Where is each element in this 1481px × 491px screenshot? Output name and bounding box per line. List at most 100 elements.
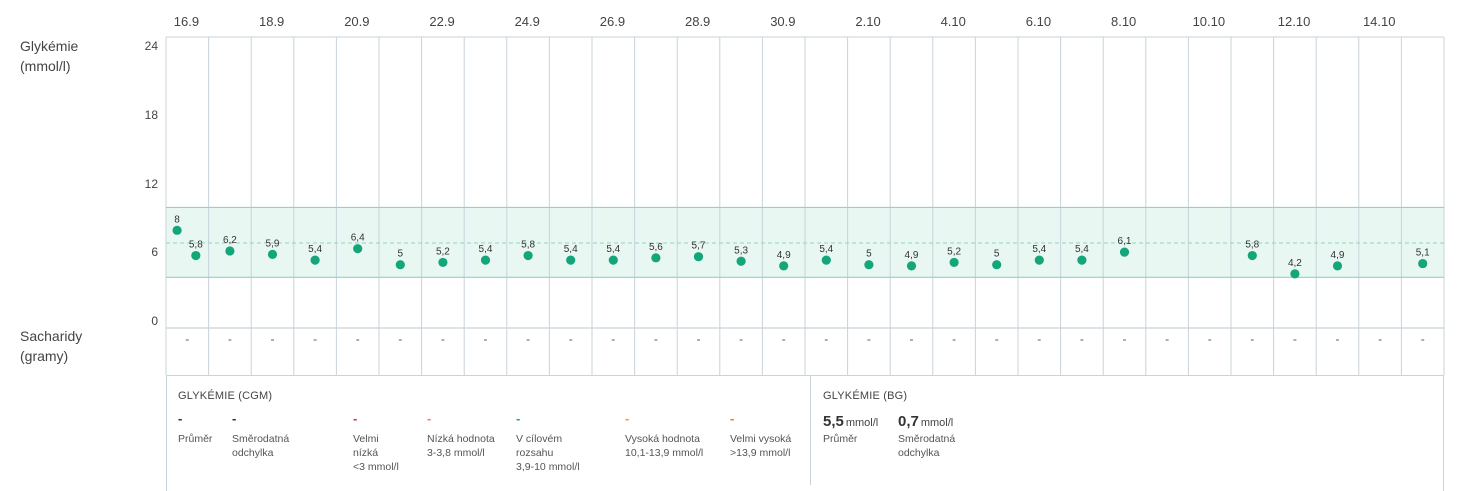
carbs-value: - — [1037, 332, 1042, 346]
data-point-label: 6,2 — [223, 235, 237, 246]
data-point — [864, 260, 874, 270]
data-point — [1332, 261, 1343, 271]
data-point — [191, 250, 201, 261]
legend-panel — [166, 375, 1444, 491]
data-point-label: 5,8 — [189, 240, 203, 251]
data-point — [1034, 255, 1044, 265]
y-axis-title-line-2: (mmol/l) — [20, 58, 71, 74]
data-point — [1247, 250, 1257, 261]
x-date-label: 6.10 — [1025, 14, 1052, 29]
data-point-label: 4,2 — [1288, 258, 1302, 269]
cgm-legend-item: - Velmi vysoká >13,9 mmol/l — [730, 411, 792, 460]
carbs-value: - — [866, 332, 871, 346]
carbs-value: - — [483, 332, 488, 346]
carbs-value: - — [270, 332, 275, 346]
legend-item-text: 10,1-13,9 mmol/l — [625, 447, 704, 459]
carbs-value: - — [526, 332, 531, 346]
data-point-label: 5 — [398, 249, 404, 260]
carbs-value: - — [568, 332, 573, 346]
legend-item-text: Velmi — [353, 433, 379, 445]
y-tick-label: 0 — [151, 314, 158, 328]
cgm-legend-item: - Průměr — [178, 411, 212, 446]
data-point-label: 4,9 — [1331, 250, 1345, 261]
bg-sd-label-line-2: odchylka — [898, 447, 940, 459]
data-point — [523, 250, 533, 261]
data-point — [310, 255, 320, 265]
bg-legend-title: GLYKÉMIE (BG) — [823, 390, 908, 402]
carbs-value: - — [355, 332, 360, 346]
cgm-legend-title: GLYKÉMIE (CGM) — [178, 390, 273, 402]
carbs-value: - — [696, 332, 701, 346]
legend-item-text: <3 mmol/l — [353, 461, 399, 473]
data-point-label: 5,3 — [734, 245, 748, 256]
legend-item-text: 3-3,8 mmol/l — [427, 447, 485, 459]
bg-sd-unit: mmol/l — [920, 417, 954, 429]
carbs-value: - — [1165, 332, 1170, 346]
data-point-label: 6,4 — [351, 233, 365, 244]
glucose-chart: 8 5,8 6,2 5,9 5,4 6,4 5 5,2 5,4 5,8 5,4 5,4 5,6 5,7 5,… — [165, 36, 1445, 375]
cgm-legend-item: - V cílovém rozsahu 3,9-10 mmol/l — [516, 412, 580, 474]
carbs-label: Sacharidy (gramy) — [20, 326, 82, 366]
data-point — [225, 246, 235, 256]
data-point — [821, 255, 831, 265]
x-date-label: 14.10 — [1362, 14, 1396, 29]
carbs-value: - — [313, 332, 318, 346]
y-axis-title-line-1: Glykémie — [20, 38, 79, 54]
data-point — [353, 244, 363, 254]
x-date-label: 16.9 — [173, 14, 200, 29]
x-date-label: 8.10 — [1110, 14, 1137, 29]
data-point — [566, 255, 576, 265]
carbs-value: - — [185, 332, 190, 346]
data-point — [651, 253, 661, 263]
y-tick-label: 12 — [144, 176, 158, 191]
data-point-label: 5 — [994, 249, 1000, 260]
legend-item-text: rozsahu — [516, 447, 554, 459]
data-point-label: 5,4 — [479, 244, 493, 255]
data-point — [1077, 255, 1087, 265]
legend-swatch: - — [730, 411, 735, 426]
data-point — [693, 252, 704, 262]
carbs-value: - — [994, 332, 999, 346]
legend-swatch: - — [178, 411, 183, 426]
x-date-label: 12.10 — [1277, 14, 1311, 29]
data-point-label: 5,7 — [692, 241, 706, 252]
carbs-value: - — [1207, 332, 1212, 346]
cgm-legend-item: - Směrodatná odchylka — [232, 411, 289, 460]
data-point-label: 5,8 — [521, 240, 535, 251]
data-point-label: 5,4 — [606, 244, 620, 255]
x-date-label: 4.10 — [940, 14, 966, 29]
carbs-value: - — [909, 332, 914, 346]
y-tick-label: 6 — [151, 245, 158, 260]
carbs-value: - — [227, 332, 232, 346]
carbs-value: - — [653, 332, 658, 346]
legend-item-text: Velmi vysoká — [730, 433, 792, 445]
x-date-label: 24.9 — [514, 14, 540, 29]
carbs-value: - — [398, 332, 403, 346]
bg-mean-value: 5,5 — [823, 413, 844, 430]
x-date-label: 22.9 — [429, 14, 455, 29]
cgm-legend-item: - Nízká hodnota 3-3,8 mmol/l — [427, 412, 495, 460]
bg-sd-label-line-1: Směrodatná — [898, 433, 956, 445]
data-point-label: 5,4 — [1075, 244, 1089, 255]
x-date-label: 26.9 — [599, 14, 626, 29]
data-point-label: 5,4 — [308, 244, 322, 255]
y-axis-title: Glykémie (mmol/l) — [20, 36, 78, 76]
data-point-label: 5,9 — [266, 238, 280, 249]
y-tick-label: 18 — [144, 107, 158, 122]
carbs-value: - — [1079, 332, 1084, 346]
data-point-label: 5,4 — [819, 244, 833, 255]
legend-item-text: odchylka — [232, 447, 274, 459]
legend-swatch: - — [353, 411, 358, 426]
data-point-label: 5 — [866, 249, 872, 260]
data-point — [949, 257, 959, 268]
legend-item-text: >13,9 mmol/l — [730, 447, 791, 459]
cgm-legend-item: - Velmi nízká <3 mmol/l — [353, 411, 399, 474]
data-point — [608, 255, 618, 265]
carbs-value: - — [1122, 332, 1127, 346]
y-tick-label: 24 — [144, 39, 158, 53]
data-point — [779, 261, 789, 271]
legend-swatch: - — [232, 411, 237, 426]
data-point-label: 4,9 — [905, 250, 919, 261]
bg-sd: 0,7 mmol/l Směrodatná odchylka — [898, 413, 955, 460]
legend-item-text: Vysoká hodnota — [625, 433, 700, 445]
